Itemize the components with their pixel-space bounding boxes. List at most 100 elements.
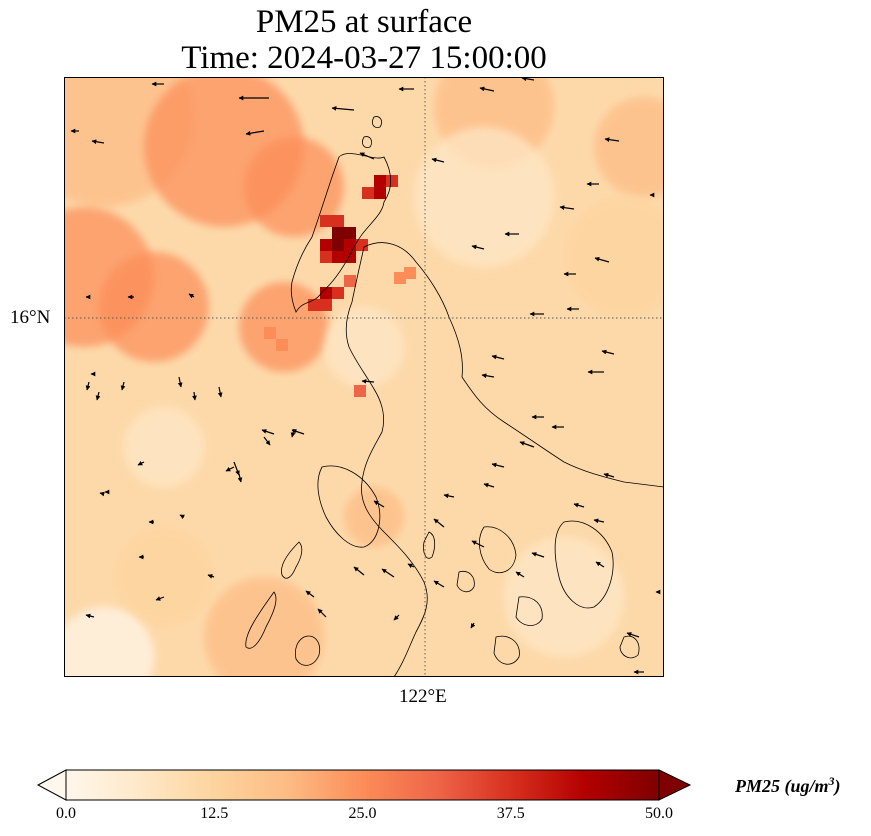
wind-arrow	[261, 429, 275, 435]
pm25-blob	[344, 487, 404, 547]
wind-arrow	[491, 354, 505, 360]
wind-arrow	[373, 500, 385, 508]
wind-arrow	[479, 86, 495, 92]
wind-arrow	[471, 244, 485, 250]
colorbar-tick-label: 50.0	[645, 805, 673, 822]
wind-arrow	[443, 493, 455, 499]
wind-arrow	[573, 502, 585, 508]
wind-arrow	[179, 514, 185, 520]
wind-arrow	[593, 518, 605, 524]
pm25-blob	[244, 137, 344, 237]
wind-arrow	[521, 77, 535, 82]
pm25-hotspots	[264, 175, 416, 397]
pm25-concentration-field	[64, 77, 664, 677]
wind-arrow	[433, 580, 445, 588]
wind-arrow	[431, 157, 445, 163]
pm25-blob	[64, 607, 154, 677]
pm25-hotspot-cell	[332, 239, 344, 251]
wind-arrow	[393, 614, 400, 621]
wind-arrow	[245, 130, 265, 136]
wind-arrow	[626, 632, 640, 638]
wind-arrow	[594, 256, 610, 263]
pm25-blob	[324, 307, 404, 387]
wind-arrow	[381, 568, 395, 578]
wind-arrow	[603, 472, 615, 478]
pm25-hotspot-cell	[344, 239, 356, 251]
wind-arrow	[483, 482, 495, 488]
pm25-blob	[414, 127, 554, 267]
pm25-hotspot-cell	[344, 275, 356, 287]
wind-arrow	[515, 571, 525, 578]
wind-vectors	[70, 77, 661, 675]
wind-arrow	[99, 491, 105, 497]
pm25-hotspot-cell	[362, 187, 374, 199]
wind-arrow	[471, 540, 485, 548]
pm25-hotspot-cell	[394, 272, 406, 284]
wind-arrow	[519, 441, 535, 448]
pm25-blob	[504, 537, 624, 657]
pm25-hotspot-cell	[320, 287, 332, 299]
wind-arrow	[137, 460, 145, 466]
wind-arrow	[433, 518, 445, 528]
pm25-hotspot-cell	[386, 175, 398, 187]
pm25-hotspot-cell	[404, 267, 416, 279]
pm25-hotspot-cell	[354, 385, 366, 397]
wind-arrow	[192, 391, 197, 401]
wind-arrow	[595, 561, 605, 568]
pm25-hotspot-cell	[332, 287, 344, 299]
wind-arrow	[95, 391, 101, 401]
pm25-hotspot-cell	[320, 299, 332, 311]
colorbar-max-extension	[658, 769, 692, 801]
wind-arrow	[217, 386, 223, 398]
map-title-line-1: PM25 at surface	[255, 4, 473, 40]
lon-tick-label: 122°E	[399, 686, 447, 707]
pm25-hotspot-cell	[332, 215, 344, 227]
pm25-hotspot-cell	[276, 339, 288, 351]
wind-arrow	[155, 596, 165, 601]
gridlines	[64, 77, 664, 677]
pm25-hotspot-cell	[320, 239, 332, 251]
pm25-hotspot-cell	[308, 299, 320, 311]
pm25-hotspot-cell	[344, 227, 356, 239]
wind-arrow	[601, 349, 615, 355]
pm25-hotspot-cell	[374, 175, 386, 187]
colorbar-label-unit: (ug/m	[784, 776, 829, 796]
wind-arrow	[225, 466, 235, 472]
wind-arrow	[359, 152, 375, 160]
pm25-blob	[239, 282, 329, 372]
wind-arrow	[233, 461, 240, 476]
wind-arrow	[305, 590, 315, 598]
wind-arrow	[291, 429, 305, 435]
coastline	[245, 116, 664, 677]
pm25-blob	[594, 97, 664, 197]
wind-arrow	[559, 205, 575, 210]
pm25-hotspot-cell	[344, 251, 356, 263]
colorbar-label-exponent: 3	[828, 774, 835, 788]
pm25-hotspot-cell	[264, 327, 276, 339]
colorbar-tick-label: 0.0	[56, 805, 76, 822]
wind-arrow	[531, 552, 545, 558]
colorbar-tick-label: 12.5	[200, 805, 229, 822]
wind-arrow	[491, 462, 505, 468]
wind-arrow	[177, 376, 183, 388]
wind-arrow	[188, 293, 195, 299]
pm25-hotspot-cell	[374, 187, 386, 199]
pm25-blob	[99, 252, 209, 362]
colorbar-label-variable: PM25	[735, 776, 780, 796]
map-title-line-2: Time: 2024-03-27 15:00:00	[181, 40, 547, 76]
wind-arrow	[604, 137, 620, 142]
lat-tick-label: 16°N	[10, 307, 51, 328]
pm25-hotspot-cell	[356, 239, 368, 251]
wind-arrow	[470, 622, 476, 629]
colorbar-tick-label: 25.0	[348, 805, 377, 822]
wind-arrow	[353, 566, 365, 576]
pm25-blob	[564, 197, 664, 317]
wind-arrow	[481, 373, 495, 379]
pm25-blob	[204, 577, 324, 677]
wind-arrow	[331, 106, 355, 111]
colorbar-label-unit-close: )	[834, 776, 841, 796]
wind-arrow	[207, 574, 215, 579]
colorbar-label: PM25 (ug/m3)	[735, 774, 841, 797]
map-plot	[64, 77, 664, 677]
pm25-blob	[114, 527, 214, 627]
